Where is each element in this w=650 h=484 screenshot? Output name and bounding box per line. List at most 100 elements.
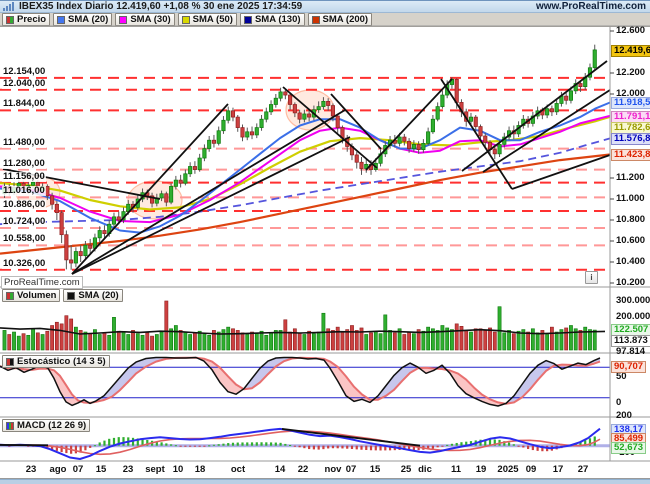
stochastic-legend-bar: Estocástico (14 3 5) [2,355,113,368]
candle-body [593,50,596,68]
macd-histogram-bar [299,446,301,448]
volume-bar [89,334,92,350]
volume-bar [74,327,77,350]
trendline[interactable] [462,61,607,171]
price-axis-value-badge: 12.419,60 [611,45,650,57]
volume-bar [293,329,296,350]
candle-body [493,150,496,154]
date-axis-label: 18 [187,465,213,475]
stoch-legend-estocstico-14-3-5-button[interactable]: Estocástico (14 3 5) [2,355,110,368]
volume-bar [507,330,510,350]
volume-bar [308,331,311,350]
candle-body [564,96,567,100]
candle-body [403,137,406,141]
macd-histogram-bar [370,446,372,451]
volume-legend-sma-20-swatch-icon [67,292,75,300]
volume-bar [546,334,549,350]
volume-bar [479,329,482,350]
volume-legend-volumen-button[interactable]: Volumen [2,289,60,302]
candle-body [360,162,363,168]
macd-histogram-bar [270,442,272,445]
volume-bar [27,335,30,350]
volume-bar [403,334,406,350]
macd-histogram-bar [360,446,362,450]
macd-histogram-bar [522,446,524,448]
price-level-label: 10.724,00 [2,217,46,227]
candle-body [555,103,558,111]
candle-body [231,111,234,117]
macd-histogram-bar [446,445,448,446]
trendline[interactable] [483,90,610,172]
volume-bar [531,329,534,350]
candle-body [117,217,120,220]
stoch-axis-value-badge: 90,707 [611,361,646,373]
volume-bar [279,330,282,350]
volume-bar [422,331,425,350]
date-axis-label: 17 [545,465,571,475]
price-level-label: 11.480,00 [2,138,46,148]
candle-body [298,113,301,119]
candle-body [484,136,487,142]
volume-bar [265,335,268,350]
date-axis-label: 07 [338,465,364,475]
candle-body [217,131,220,144]
macd-histogram-bar [308,446,310,449]
volume-bar [165,301,168,350]
volume-legend-sma-20-button[interactable]: SMA (20) [63,289,122,302]
volume-bar [179,330,182,350]
price-axis-tick-label: 11.000 [616,194,645,204]
candle-body [179,180,182,183]
trendline[interactable] [72,104,228,274]
macd-histogram-bar [213,445,215,446]
date-axis-label: dic [412,465,438,475]
macd-histogram-bar [451,444,453,446]
macd-histogram-bar [180,446,182,447]
candle-body [69,260,72,263]
candle-body [160,194,163,198]
volume-bar [131,330,134,350]
candle-body [498,144,501,153]
stoch-axis-tick-label: 97.814 [616,347,645,357]
macd-histogram-bar [241,442,243,445]
candle-body [212,140,215,143]
candle-body [60,213,63,235]
volume-bar [527,332,530,350]
volume-bar [117,331,120,350]
macd-histogram-bar [379,446,381,451]
candle-body [407,141,410,148]
macd-histogram-bar [246,442,248,445]
macd-histogram-bar [99,442,101,445]
candle-body [431,119,434,132]
macd-axis-value-badge: 52,673 [611,442,646,454]
macd-histogram-bar [346,446,348,449]
macd-legend-macd-12-26-9-button[interactable]: MACD (12 26 9) [2,419,90,432]
volume-bar [127,334,130,350]
macd-histogram-bar [122,437,124,446]
macd-histogram-bar [265,442,267,445]
candle-body [331,106,334,116]
volume-bar [336,327,339,350]
volume-bar [469,332,472,350]
volume-bar [231,329,234,350]
volume-bar [512,334,515,350]
candle-body [307,114,310,117]
candle-body [193,166,196,169]
volume-axis-value-badge: 113.873 [611,335,650,347]
volume-bar [346,330,349,350]
trendline[interactable] [72,110,345,274]
volume-bar [260,331,263,350]
candle-body [79,251,82,255]
volume-bar [593,330,596,350]
trendline[interactable] [366,79,452,170]
macd-histogram-bar [432,446,434,449]
macd-trendline[interactable] [282,429,420,446]
info-button[interactable]: i [585,271,598,284]
macd-histogram-bar [284,444,286,446]
price-level-label: 11.280,00 [2,159,46,169]
candle-body [241,128,244,137]
price-level-label: 12.040,00 [2,79,46,89]
volume-bar [455,324,458,350]
candle-body [274,98,277,104]
candle-body [222,120,225,130]
